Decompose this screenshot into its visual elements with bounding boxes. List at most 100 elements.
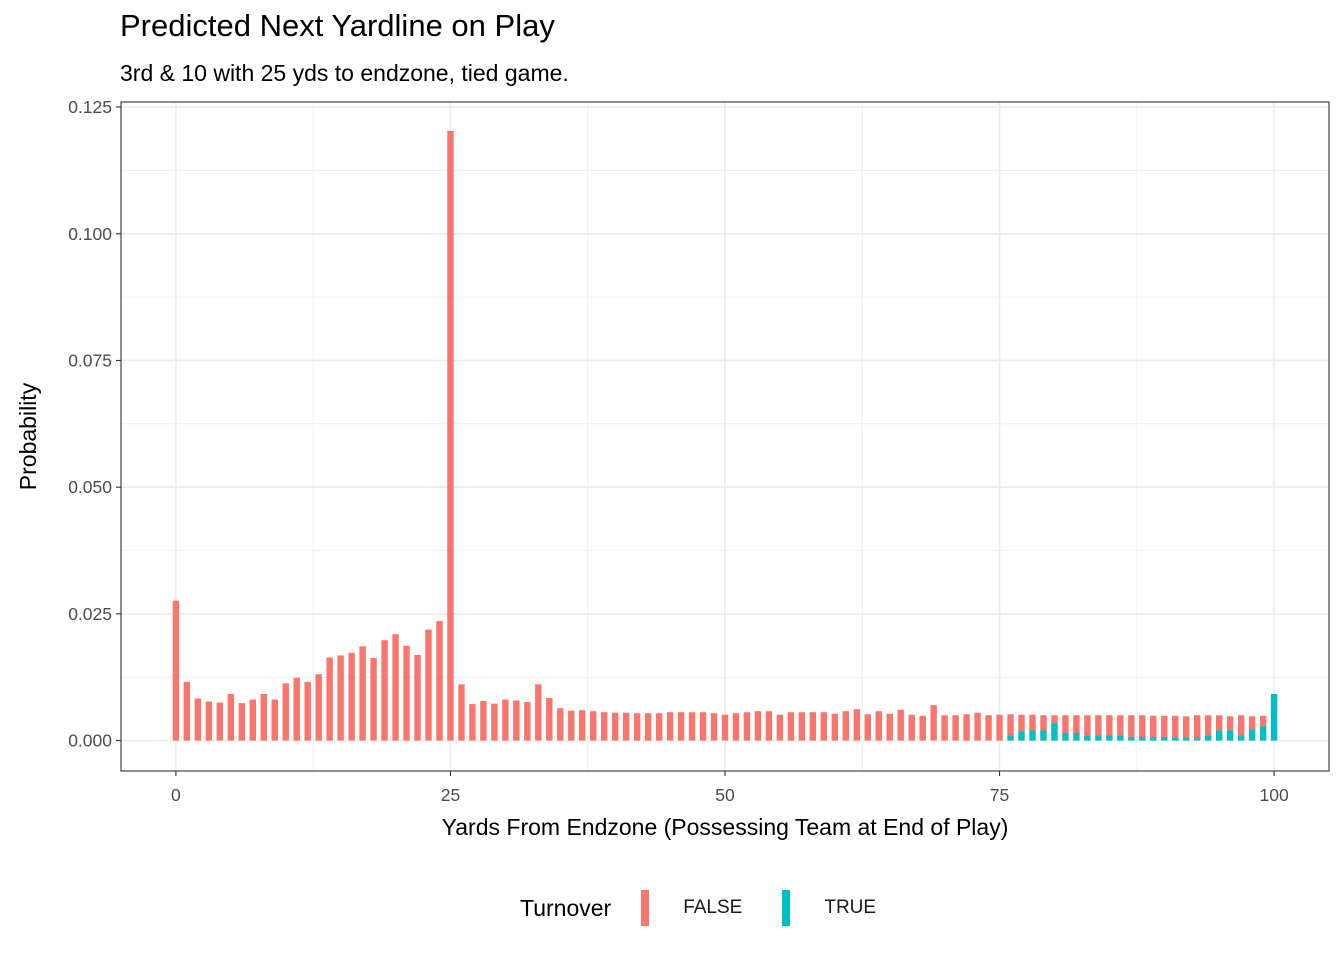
- bar-false-82: [1073, 715, 1080, 733]
- bar-true-83: [1084, 735, 1091, 741]
- bar-false-77: [1018, 714, 1025, 732]
- bar-false-71: [952, 715, 959, 741]
- bar-false-41: [622, 712, 630, 741]
- bar-false-9: [271, 699, 278, 741]
- bar-false-12: [304, 681, 311, 741]
- bar-false-5: [227, 693, 235, 741]
- bar-false-69: [930, 705, 937, 741]
- y-tick-label: 0.000: [68, 731, 112, 751]
- bar-true-91: [1172, 737, 1179, 741]
- bar-false-86: [1117, 715, 1124, 736]
- bar-true-98: [1248, 729, 1256, 741]
- bar-true-96: [1226, 730, 1234, 741]
- bar-true-82: [1073, 732, 1080, 741]
- bar-true-92: [1183, 737, 1190, 741]
- bar-false-3: [205, 701, 213, 741]
- bar-true-76: [1007, 735, 1014, 741]
- bar-false-10: [282, 683, 289, 741]
- bar-true-78: [1029, 730, 1036, 741]
- bar-false-93: [1194, 715, 1201, 739]
- bar-true-89: [1150, 737, 1157, 741]
- bar-false-75: [996, 714, 1003, 741]
- bar-true-80: [1051, 722, 1058, 741]
- bar-true-86: [1117, 735, 1124, 741]
- bar-false-15: [337, 655, 344, 741]
- x-axis: 0 25 50 75 100: [171, 771, 1289, 805]
- bar-false-53: [754, 711, 762, 741]
- bar-false-85: [1106, 715, 1113, 736]
- bar-false-0: [172, 600, 180, 741]
- bar-false-21: [403, 645, 410, 741]
- bar-true-77: [1018, 731, 1025, 741]
- bar-false-20: [392, 634, 399, 741]
- bar-false-78: [1029, 714, 1036, 731]
- bar-false-98: [1248, 716, 1256, 730]
- bar-false-65: [886, 713, 893, 741]
- y-tick-label: 0.025: [68, 604, 112, 624]
- bar-false-19: [381, 640, 388, 741]
- bar-false-91: [1172, 715, 1179, 738]
- bar-false-30: [502, 699, 509, 741]
- bar-false-50: [721, 714, 729, 741]
- bar-false-24: [436, 620, 443, 741]
- x-tick-label: 75: [990, 785, 1009, 805]
- bar-false-58: [809, 712, 817, 741]
- bar-false-76: [1007, 714, 1014, 736]
- bar-false-29: [491, 703, 498, 741]
- bar-false-18: [370, 657, 377, 741]
- bar-false-37: [579, 710, 586, 741]
- bar-false-54: [765, 711, 773, 741]
- bar-false-45: [666, 712, 674, 741]
- bar-false-38: [590, 711, 597, 741]
- bar-false-62: [853, 709, 860, 741]
- bar-true-87: [1128, 737, 1135, 741]
- bar-false-99: [1259, 715, 1267, 727]
- legend-key-true: [782, 890, 791, 926]
- bar-false-32: [524, 702, 531, 741]
- bar-false-56: [787, 712, 795, 741]
- bar-true-84: [1095, 735, 1102, 741]
- bar-false-14: [326, 657, 333, 741]
- bar-false-34: [546, 698, 553, 741]
- bar-false-72: [963, 714, 970, 741]
- bar-false-63: [864, 714, 871, 741]
- bar-false-88: [1139, 715, 1146, 738]
- bar-false-23: [425, 629, 432, 741]
- bar-false-13: [315, 674, 322, 741]
- bar-false-22: [414, 654, 421, 741]
- bar-false-92: [1183, 716, 1190, 738]
- bar-false-16: [348, 652, 355, 741]
- chart-subtitle: 3rd & 10 with 25 yds to endzone, tied ga…: [120, 60, 569, 86]
- bar-false-96: [1226, 716, 1234, 731]
- bar-false-51: [732, 713, 740, 741]
- bar-false-40: [611, 712, 619, 741]
- legend-key-false: [641, 890, 650, 926]
- bar-false-28: [480, 701, 487, 741]
- bar-false-89: [1150, 715, 1157, 738]
- y-tick-label: 0.075: [68, 350, 112, 370]
- bar-false-84: [1095, 715, 1102, 736]
- gridlines: [121, 102, 1329, 771]
- bars: [172, 130, 1278, 741]
- bar-false-59: [820, 712, 828, 741]
- bar-false-27: [469, 704, 476, 741]
- legend-label-true: TRUE: [824, 897, 877, 918]
- y-tick-label: 0.125: [68, 97, 112, 117]
- bar-false-44: [655, 713, 663, 741]
- bar-false-49: [710, 713, 718, 741]
- y-axis: 0.000 0.025 0.050 0.075 0.100 0.125: [68, 97, 121, 751]
- bar-false-66: [897, 709, 904, 741]
- bar-false-87: [1128, 715, 1135, 738]
- bar-false-48: [699, 712, 707, 741]
- bar-false-46: [677, 712, 685, 741]
- bar-false-42: [633, 713, 641, 741]
- bar-false-17: [359, 646, 366, 741]
- bar-false-47: [688, 712, 696, 741]
- bar-false-26: [458, 684, 465, 741]
- bar-false-64: [875, 711, 882, 741]
- bar-false-55: [776, 714, 784, 741]
- bar-false-35: [557, 708, 564, 741]
- bar-false-83: [1084, 715, 1091, 736]
- bar-true-79: [1040, 730, 1047, 741]
